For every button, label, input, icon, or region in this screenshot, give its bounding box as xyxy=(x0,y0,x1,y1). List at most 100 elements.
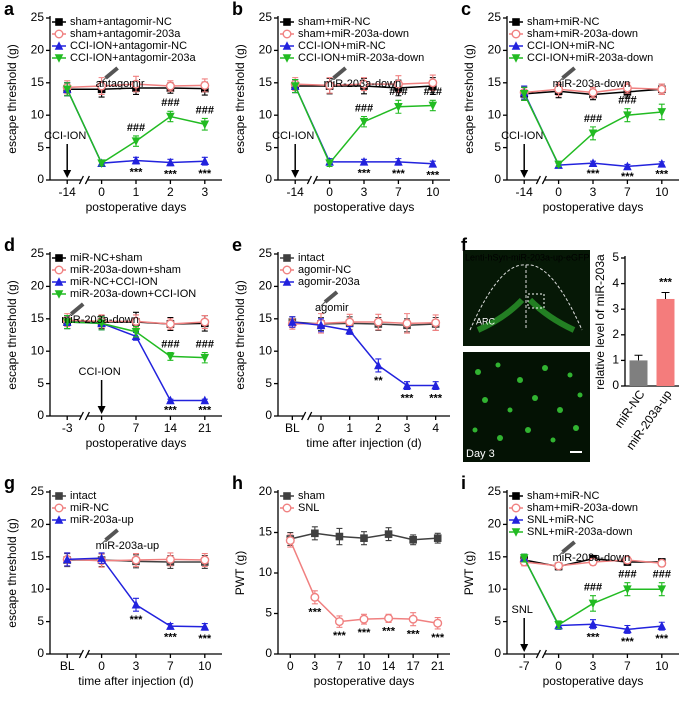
y-tick-label: 5 xyxy=(265,140,272,154)
significance: *** xyxy=(198,633,212,645)
panel-letter: f xyxy=(461,235,468,255)
x-tick-label: 14 xyxy=(382,659,396,673)
x-tick-label: 0 xyxy=(555,185,562,199)
marker xyxy=(431,318,441,328)
y-tick-label: 10 xyxy=(259,565,273,579)
x-tick-label: 14 xyxy=(164,421,178,435)
marker xyxy=(316,320,326,330)
significance: ### xyxy=(127,122,145,134)
x-tick-label: 7 xyxy=(624,659,631,673)
axis-break xyxy=(84,175,90,185)
legend-label: miR-NC+CCI-ION xyxy=(70,276,158,288)
y-axis-label: escape threshold (g) xyxy=(233,44,247,153)
x-axis-label: postoperative days xyxy=(543,674,644,688)
arrow-head xyxy=(291,170,300,178)
significance: ### xyxy=(618,569,636,581)
significance: *** xyxy=(358,167,372,179)
syringe xyxy=(104,528,119,542)
series-line xyxy=(523,557,662,631)
significance: *** xyxy=(407,629,421,641)
injection-label: agomir xyxy=(315,302,349,314)
syringe-needle xyxy=(320,301,326,307)
marker xyxy=(374,360,383,370)
y-tick-label: 20 xyxy=(259,279,273,293)
injection-label: miR-203a-up xyxy=(96,540,160,552)
x-tick-label: 3 xyxy=(133,659,140,673)
syringe-needle xyxy=(101,539,106,545)
y-tick-label: 25 xyxy=(31,484,45,498)
x-tick-label: 10 xyxy=(357,659,371,673)
y-tick-label: 2 xyxy=(612,327,619,341)
marker xyxy=(334,617,344,627)
marker xyxy=(311,529,319,538)
significance: *** xyxy=(382,625,396,637)
marker xyxy=(384,613,394,623)
marker xyxy=(657,585,667,594)
panel-letter: i xyxy=(461,473,466,493)
axis-break xyxy=(78,649,84,659)
y-tick-label: 10 xyxy=(31,581,45,595)
significance: *** xyxy=(392,168,406,180)
y-tick-label: 20 xyxy=(488,517,502,531)
x-tick-label: 17 xyxy=(406,659,420,673)
axis-break xyxy=(535,649,541,659)
arrow-label: CCI-ION xyxy=(501,130,543,142)
x-tick-label: 21 xyxy=(198,421,212,435)
marker xyxy=(131,555,141,565)
marker xyxy=(131,599,141,609)
panel-letter: h xyxy=(232,473,243,493)
marker xyxy=(359,157,369,166)
x-tick-label: 7 xyxy=(336,659,343,673)
x-tick-label: 3 xyxy=(404,421,411,435)
x-tick-label: 0 xyxy=(555,659,562,673)
y-tick-label: 0 xyxy=(494,646,501,660)
panel-letter: a xyxy=(4,0,15,19)
legend-label: SNL+miR-203a-down xyxy=(527,526,632,538)
legend-label: miR-NC xyxy=(70,502,109,514)
legend-marker xyxy=(512,492,520,500)
bar xyxy=(629,360,648,386)
y-tick-label: 10 xyxy=(259,343,273,357)
x-tick-label: -7 xyxy=(519,659,530,673)
marker xyxy=(554,84,564,94)
y-tick-label: 5 xyxy=(37,376,44,390)
legend-marker xyxy=(54,29,64,39)
bar xyxy=(656,298,675,386)
legend-marker xyxy=(511,41,521,50)
arrow-head xyxy=(97,406,106,414)
y-tick-label: 5 xyxy=(265,376,272,390)
y-tick-label: 15 xyxy=(259,75,273,89)
series-line xyxy=(292,321,436,387)
significance: *** xyxy=(308,607,322,619)
marker xyxy=(433,618,443,628)
legend-label: agomir-NC xyxy=(298,264,351,276)
legend-label: miR-NC+sham xyxy=(70,252,142,264)
region-label: ARC xyxy=(476,316,496,326)
significance: ### xyxy=(584,113,602,125)
legend-marker xyxy=(283,18,291,26)
marker xyxy=(165,319,175,329)
legend-label: sham+antagomir-203a xyxy=(70,28,181,40)
legend-marker xyxy=(282,41,292,50)
marker xyxy=(131,316,141,326)
y-tick-label: 15 xyxy=(31,75,45,89)
y-tick-label: 15 xyxy=(488,75,502,89)
legend-label: CCI-ION+miR-NC xyxy=(298,40,386,52)
significance: *** xyxy=(655,633,669,645)
x-tick-label: 10 xyxy=(655,185,669,199)
legend-marker xyxy=(54,41,64,50)
y-tick-label: 15 xyxy=(31,549,45,563)
legend-label: miR-203a-down+CCI-ION xyxy=(70,288,196,300)
legend-label: CCI-ION+antagomir-NC xyxy=(70,40,187,52)
legend-label: sham+miR-NC xyxy=(527,490,599,502)
x-tick-label: -14 xyxy=(59,185,77,199)
legend-label: miR-203a-up xyxy=(70,514,134,526)
legend-label: sham+miR-203a-down xyxy=(527,28,638,40)
y-tick-label: 20 xyxy=(259,43,273,57)
x-tick-label: 7 xyxy=(395,185,402,199)
x-tick-label: 4 xyxy=(432,421,439,435)
arrow-head xyxy=(520,170,529,178)
marker xyxy=(166,112,175,122)
y-tick-label: 25 xyxy=(488,10,502,24)
x-tick-label: 3 xyxy=(201,185,208,199)
